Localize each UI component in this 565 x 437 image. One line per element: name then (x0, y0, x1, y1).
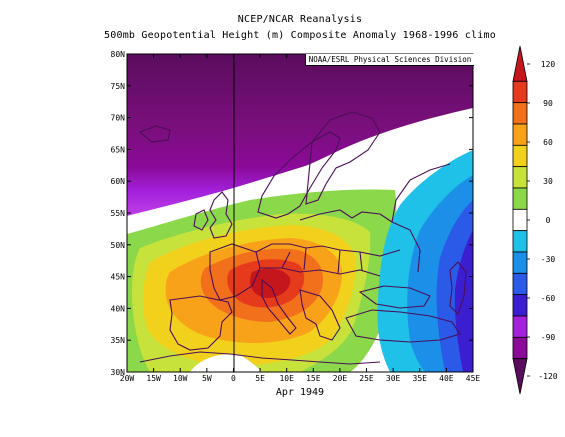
latitude-axis: 30N 35N 40N 45N 50N 55N 60N 65N 70N 75N 80N (111, 50, 473, 377)
lat-label: 60N (111, 177, 126, 186)
credit-label: NOAA/ESRL Physical Sciences Division (305, 54, 474, 66)
lat-label: 80N (111, 50, 126, 59)
lon-label: 25E (359, 374, 374, 383)
field-negative-se-75 (454, 230, 473, 372)
colorbar-tick-label: 120 (541, 60, 556, 69)
lon-label: 10W (173, 374, 188, 383)
field-positive-max (249, 268, 291, 298)
colorbar-segment (512, 123, 528, 146)
colorbar-tick-label: 90 (543, 99, 553, 108)
colorbar-segment (512, 102, 528, 125)
lat-label: 30N (111, 368, 126, 377)
field-zero-belt (127, 120, 473, 234)
field-zero-sw (190, 354, 262, 372)
colorbar-tick-label: 30 (543, 177, 553, 186)
field-layer (127, 54, 473, 372)
lon-label: 15E (306, 374, 321, 383)
field-negative-north (127, 54, 473, 216)
lat-label: 45N (111, 273, 126, 282)
period-label: Apr 1949 (275, 387, 325, 398)
colorbar-tick-label: -60 (541, 294, 556, 303)
lon-label: 15W (146, 374, 161, 383)
lon-label: 5W (202, 374, 212, 383)
lat-label: 65N (111, 145, 126, 154)
colorbar-segment (512, 336, 528, 360)
colorbar (512, 45, 528, 395)
colorbar-segment (512, 294, 528, 317)
colorbar-segment (512, 166, 528, 189)
lon-label: 10E (279, 374, 294, 383)
colorbar-segment (512, 272, 528, 296)
lon-label: 35E (413, 374, 428, 383)
colorbar-segment (512, 80, 528, 104)
lat-label: 55N (111, 209, 126, 218)
colorbar-segment (512, 187, 528, 210)
colorbar-segment (512, 251, 528, 274)
lat-label: 35N (111, 336, 126, 345)
colorbar-tick-label: -120 (538, 372, 557, 381)
lat-label: 40N (111, 304, 126, 313)
colorbar-segment (512, 144, 528, 168)
lat-label: 75N (111, 82, 126, 91)
lat-label: 70N (111, 114, 126, 123)
lon-label: 45E (466, 374, 481, 383)
colorbar-labels: 120 90 60 30 0 -30 -60 -90 -120 (527, 60, 558, 381)
colorbar-tick-label: -30 (541, 255, 556, 264)
chart-subtitle: 500mb Geopotential Height (m) Composite … (104, 30, 496, 41)
colorbar-segment (512, 45, 528, 82)
lon-label: 5E (255, 374, 265, 383)
colorbar-segment (512, 208, 528, 232)
chart-title: NCEP/NCAR Reanalysis (237, 14, 363, 25)
coastlines (138, 111, 467, 365)
colorbar-tick-label: -90 (541, 333, 556, 342)
colorbar-segment (512, 230, 528, 253)
colorbar-tick-label: 0 (546, 216, 551, 225)
lon-label: 20W (120, 374, 135, 383)
colorbar-tick-label: 60 (543, 138, 553, 147)
lon-label: 0 (231, 374, 236, 383)
colorbar-segment (512, 315, 528, 338)
colorbar-segment (512, 358, 528, 395)
lon-label: 40E (439, 374, 454, 383)
lat-label: 50N (111, 241, 126, 250)
lon-label: 30E (386, 374, 401, 383)
lon-label: 20E (333, 374, 348, 383)
